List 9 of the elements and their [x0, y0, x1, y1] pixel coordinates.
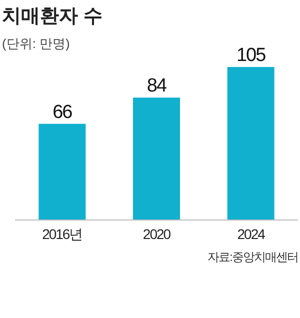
text: 자료:중앙치매센터	[208, 250, 298, 264]
data-label: 66	[52, 102, 72, 123]
data-label: 84	[146, 76, 168, 97]
chart-subtitle: (단위: 만명)	[2, 36, 70, 51]
x-tick-label: 2016년	[42, 226, 82, 242]
x-tick-label: 2024	[237, 226, 266, 242]
x-tick-label: 2020	[142, 226, 172, 242]
chart-title: 치매환자 수	[2, 6, 102, 27]
data-label: 105	[236, 45, 266, 66]
